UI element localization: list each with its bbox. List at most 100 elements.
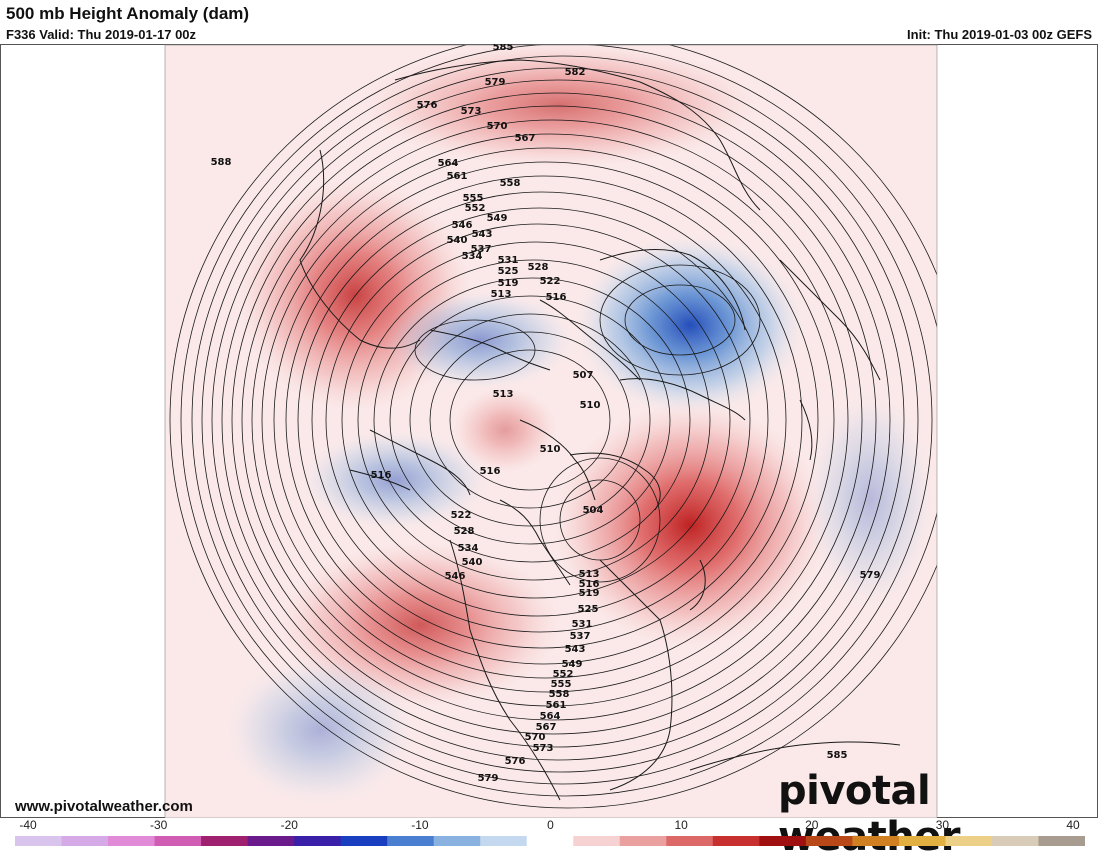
negative-anomaly-area bbox=[805, 390, 935, 610]
colorbar-segment bbox=[480, 836, 528, 846]
contour-label: 537 bbox=[570, 631, 591, 642]
contour-label: 522 bbox=[540, 276, 561, 287]
contour-label: 513 bbox=[579, 569, 600, 580]
contour-label: 579 bbox=[485, 77, 506, 88]
positive-anomaly-area bbox=[550, 400, 830, 650]
contour-label: 516 bbox=[371, 470, 392, 481]
colorbar-tick-label: 20 bbox=[805, 818, 819, 832]
contour-label: 585 bbox=[827, 750, 848, 761]
contour-label: 567 bbox=[515, 133, 536, 144]
contour-label: 516 bbox=[480, 466, 501, 477]
contour-label: 558 bbox=[500, 178, 521, 189]
contour-label: 510 bbox=[540, 444, 561, 455]
contour-label: 531 bbox=[498, 255, 519, 266]
contour-label: 552 bbox=[553, 669, 574, 680]
colorbar-tick-label: -10 bbox=[411, 818, 429, 832]
contour-label: 537 bbox=[471, 244, 492, 255]
colorbar-segment bbox=[294, 836, 342, 846]
contour-label: 513 bbox=[491, 289, 512, 300]
contour-label: 540 bbox=[447, 235, 468, 246]
colorbar-segment bbox=[526, 836, 574, 846]
positive-anomaly-area bbox=[450, 385, 560, 475]
colorbar-tick-label: -40 bbox=[19, 818, 37, 832]
contour-label: 531 bbox=[572, 619, 593, 630]
contour-label: 528 bbox=[454, 526, 475, 537]
colorbar-tick-label: 10 bbox=[674, 818, 688, 832]
valid-time: F336 Valid: Thu 2019-01-17 00z bbox=[6, 27, 197, 42]
contour-label: 534 bbox=[462, 251, 483, 262]
contour-label: 546 bbox=[452, 220, 473, 231]
colorbar-segment bbox=[387, 836, 435, 846]
contour-label: 525 bbox=[578, 604, 599, 615]
colorbar-segment bbox=[619, 836, 667, 846]
contour-label: 516 bbox=[546, 292, 567, 303]
contour-label: 561 bbox=[447, 171, 468, 182]
contour-label: 588 bbox=[211, 157, 232, 168]
colorbar-segment bbox=[666, 836, 714, 846]
contour-label: 582 bbox=[565, 67, 586, 78]
colorbar-segment bbox=[247, 836, 295, 846]
colorbar-tick-labels: -40 -30 -20 -10 0 10 20 30 40 bbox=[0, 818, 1100, 834]
colorbar-segment bbox=[573, 836, 621, 846]
site-url[interactable]: www.pivotalweather.com bbox=[15, 798, 193, 815]
positive-anomaly-area bbox=[355, 45, 765, 170]
contour-label: 576 bbox=[417, 100, 438, 111]
contour-label: 558 bbox=[549, 689, 570, 700]
colorbar-tick-label: -30 bbox=[149, 818, 168, 832]
colorbar-segment bbox=[1038, 836, 1085, 846]
colorbar-segment bbox=[61, 836, 109, 846]
colorbar-tick-label: 30 bbox=[935, 818, 950, 832]
contour-label: 567 bbox=[536, 722, 557, 733]
contour-label: 549 bbox=[487, 213, 508, 224]
contour-label: 570 bbox=[525, 732, 546, 743]
colorbar-segment bbox=[805, 836, 853, 846]
contour-label: 573 bbox=[533, 743, 554, 754]
colorbar-segment bbox=[712, 836, 760, 846]
coastlines bbox=[299, 59, 901, 801]
negative-anomaly-area bbox=[300, 430, 490, 530]
contour-label: 510 bbox=[580, 400, 601, 411]
contour-label: 576 bbox=[505, 756, 526, 767]
colorbar-segment bbox=[340, 836, 388, 846]
contour-label: 528 bbox=[528, 262, 549, 273]
contour-label: 570 bbox=[487, 121, 508, 132]
colorbar-segment bbox=[759, 836, 807, 846]
contour-label: 552 bbox=[465, 203, 486, 214]
contour-label: 579 bbox=[478, 773, 499, 784]
colorbar-segment bbox=[852, 836, 900, 846]
colorbar-segment bbox=[898, 836, 946, 846]
contour-label: 573 bbox=[461, 106, 482, 117]
map-title: 500 mb Height Anomaly (dam) bbox=[6, 4, 250, 23]
contour-label: 555 bbox=[551, 679, 572, 690]
contour-label: 516 bbox=[579, 579, 600, 590]
colorbar-segment bbox=[945, 836, 993, 846]
contour-label: 543 bbox=[472, 229, 493, 240]
colorbar-segment bbox=[201, 836, 249, 846]
height-contours bbox=[169, 45, 937, 809]
contour-label: 534 bbox=[458, 543, 479, 554]
contour-label: 564 bbox=[540, 711, 561, 722]
negative-anomaly-area bbox=[225, 655, 415, 805]
contour-label: 546 bbox=[445, 571, 466, 582]
negative-anomaly-area bbox=[385, 290, 575, 390]
colorbar-tick-label: 0 bbox=[547, 818, 554, 832]
contour-label: 543 bbox=[565, 644, 586, 655]
contour-label: 585 bbox=[493, 44, 514, 53]
contour-label: 507 bbox=[573, 370, 594, 381]
contour-label: 504 bbox=[583, 505, 604, 516]
colorbar-tick-label: 40 bbox=[1066, 818, 1080, 832]
contour-label: 564 bbox=[438, 158, 459, 169]
colorbar-segment bbox=[15, 836, 63, 846]
contour-label: 525 bbox=[498, 266, 519, 277]
colorbar-segment bbox=[991, 836, 1039, 846]
negative-anomaly-area bbox=[575, 235, 805, 415]
contour-label: 519 bbox=[579, 588, 600, 599]
contour-label: 555 bbox=[463, 193, 484, 204]
pivotal-weather-logo: pivotal weather bbox=[778, 768, 961, 860]
colorbar-segment bbox=[108, 836, 156, 846]
contour-label: 561 bbox=[546, 700, 567, 711]
contour-label: 513 bbox=[493, 389, 514, 400]
contour-label: 540 bbox=[462, 557, 483, 568]
